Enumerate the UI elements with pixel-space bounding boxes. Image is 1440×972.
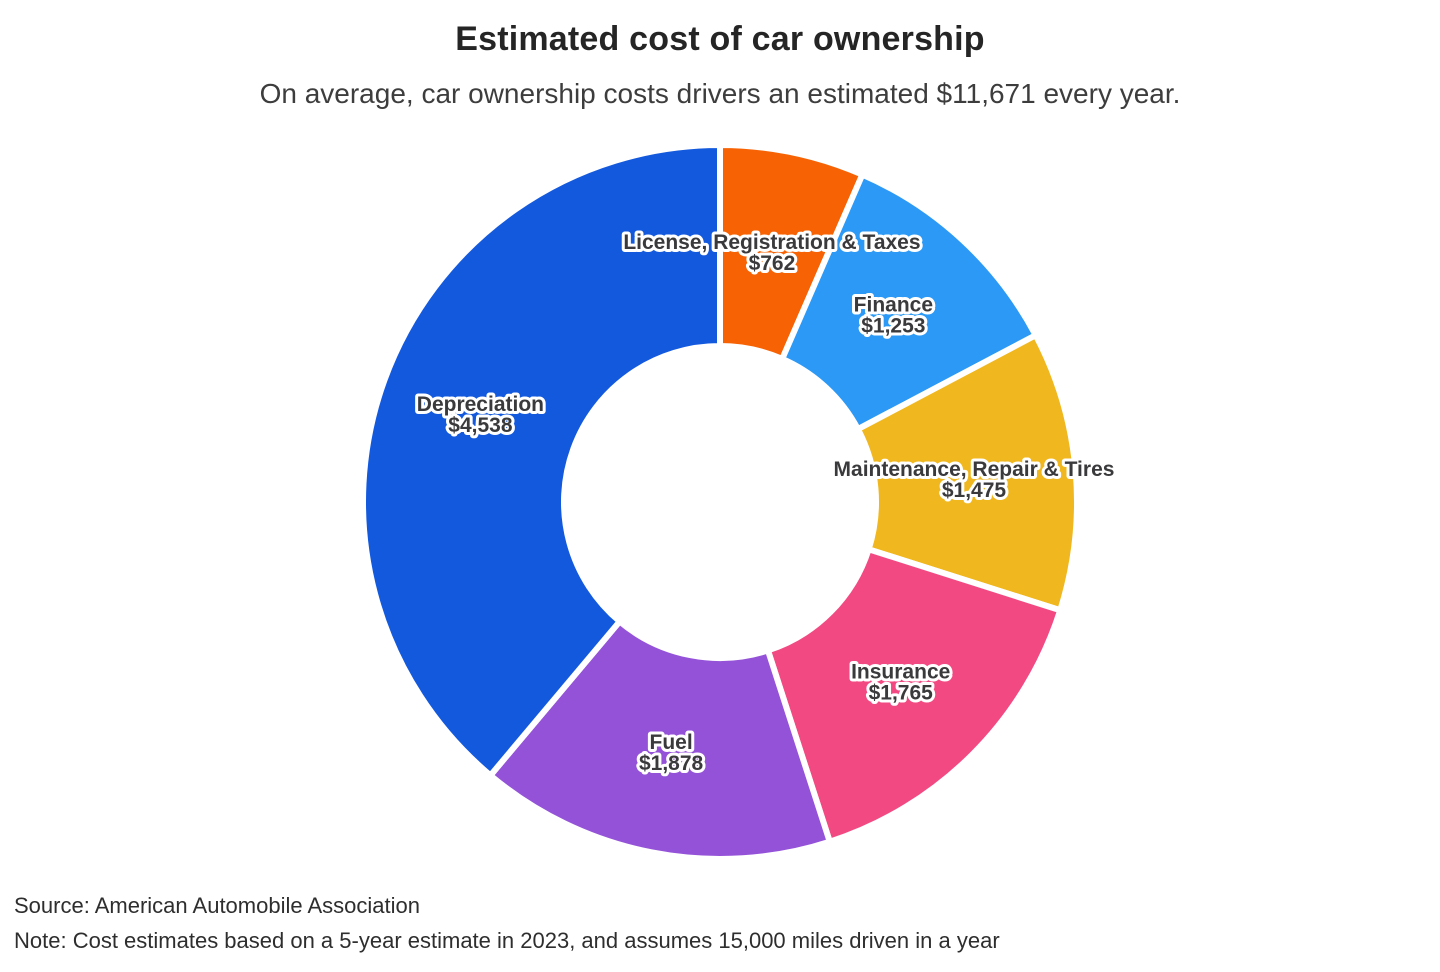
slice-label: Finance (854, 293, 933, 316)
donut-segment-insurance (764, 546, 1064, 845)
slice-label: Insurance (851, 660, 950, 683)
note-text: Note: Cost estimates based on a 5-year e… (14, 928, 1000, 953)
page-title: Estimated cost of car ownership (455, 20, 985, 58)
slice-value: $1,475 (942, 479, 1007, 502)
slice-value: $1,878 (639, 752, 704, 775)
slice-value: $1,765 (869, 681, 934, 704)
source-text: Source: American Automobile Association (14, 893, 421, 918)
slice-label: Maintenance, Repair & Tires (834, 458, 1115, 481)
slice-label-group-fuel: Fuel$1,878 (636, 728, 707, 778)
slice-label-group-license-registration-taxes: License, Registration & Taxes$762 (620, 228, 923, 278)
slice-label: Depreciation (417, 393, 544, 416)
chart-footer: Source: American Automobile Association … (14, 888, 1000, 958)
donut-segment-maintenance-repair-tires (854, 332, 1080, 614)
donut-segment-depreciation (360, 142, 723, 779)
slice-label-group-insurance: Insurance$1,765 (848, 657, 953, 707)
slice-label-group-depreciation: Depreciation$4,538 (414, 390, 547, 440)
page-subtitle: On average, car ownership costs drivers … (259, 78, 1181, 109)
donut-segment-fuel (487, 618, 833, 862)
slice-label-group-maintenance-repair-tires: Maintenance, Repair & Tires$1,475 (831, 455, 1118, 505)
slice-value: $762 (749, 252, 796, 275)
slice-label-group-finance: Finance$1,253 (851, 290, 936, 340)
slice-value: $1,253 (861, 314, 925, 337)
slice-label: License, Registration & Taxes (623, 231, 920, 254)
slice-value: $4,538 (448, 414, 513, 437)
slice-label: Fuel (650, 731, 693, 754)
